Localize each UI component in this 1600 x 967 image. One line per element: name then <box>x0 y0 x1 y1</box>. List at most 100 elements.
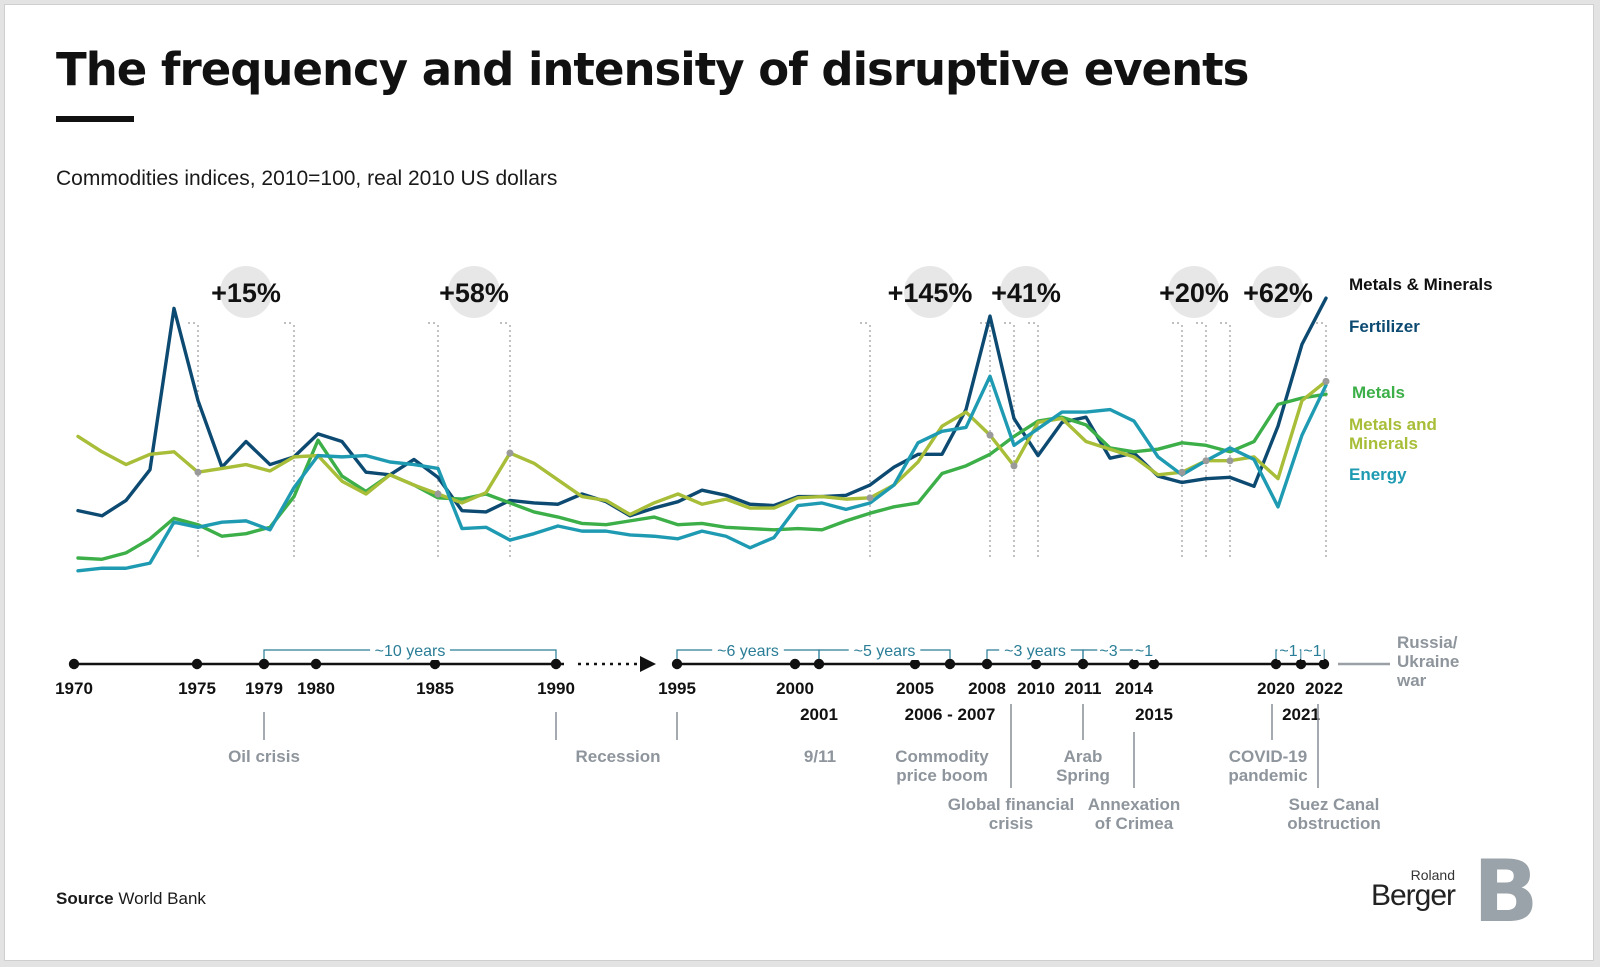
interval-label: ~1 <box>1303 643 1321 660</box>
timeline-dot <box>1318 658 1330 670</box>
interval-label: ~5 years <box>854 643 916 660</box>
guide-point <box>1322 377 1330 385</box>
timeline-year-label: 1975 <box>178 679 216 698</box>
timeline-dot <box>981 658 993 670</box>
series-line-metals <box>76 392 1328 561</box>
guide-point <box>194 468 202 476</box>
interval-label-bg <box>370 640 450 660</box>
increase-bubble <box>448 266 500 318</box>
legend-entry: Fertilizer <box>1349 317 1420 336</box>
timeline-year-label: 2001 <box>800 705 838 724</box>
timeline-year-label: 1970 <box>55 679 93 698</box>
interval-label: ~1 <box>1135 643 1153 660</box>
interval-label-bg <box>1277 640 1300 660</box>
event-label: pandemic <box>1228 766 1307 785</box>
timeline-dot <box>1148 658 1160 670</box>
guide-point <box>1010 462 1018 470</box>
timeline-dot <box>550 658 562 670</box>
timeline-year-label: 2010 <box>1017 679 1055 698</box>
event-label: Suez Canal <box>1289 795 1380 814</box>
increase-bubble <box>220 266 272 318</box>
event-label: Arab <box>1064 747 1103 766</box>
timeline-dot <box>1077 658 1089 670</box>
interval-label-bg <box>999 640 1071 660</box>
timeline-dot <box>789 658 801 670</box>
increase-label: +20% <box>1159 278 1229 308</box>
timeline-dot <box>1295 658 1307 670</box>
timeline-dot <box>813 658 825 670</box>
guide-point <box>1202 457 1210 465</box>
series-line-fertilizer <box>76 296 1328 518</box>
event-label: price boom <box>896 766 988 785</box>
timeline-year-label: 1979 <box>245 679 283 698</box>
legend-entry: Energy <box>1349 465 1407 484</box>
source-note: Source World Bank <box>56 889 206 909</box>
timeline-year-label: 1985 <box>416 679 454 698</box>
legend-entry: Metals & Minerals <box>1349 275 1493 294</box>
event-label: Recession <box>575 747 660 766</box>
timeline-dot <box>944 658 956 670</box>
event-label: 9/11 <box>804 747 836 766</box>
legend-entry: Metals <box>1352 383 1405 402</box>
increase-label: +15% <box>211 278 281 308</box>
interval-label-bg <box>712 640 784 660</box>
interval-label: ~3 <box>1099 643 1117 660</box>
timeline-year-label: 2000 <box>776 679 814 698</box>
increase-bubble <box>904 266 956 318</box>
increase-bubble <box>1168 266 1220 318</box>
timeline-year-label: 2022 <box>1305 679 1343 698</box>
guide-point <box>866 494 874 502</box>
increase-label: +41% <box>991 278 1061 308</box>
guide-point <box>506 449 514 457</box>
timeline-arrow <box>640 656 656 672</box>
event-label: obstruction <box>1287 814 1381 833</box>
timeline-year-label: 2021 <box>1282 705 1320 724</box>
guide-point <box>434 490 442 498</box>
guide-point <box>1178 468 1186 476</box>
timeline-year-label: 2011 <box>1065 679 1102 698</box>
legend-entry: Minerals <box>1349 434 1418 453</box>
interval-label: ~3 years <box>1004 643 1066 660</box>
event-label: Annexation <box>1088 795 1181 814</box>
increase-label: +58% <box>439 278 509 308</box>
guide-point <box>986 431 994 439</box>
event-label: Spring <box>1056 766 1110 785</box>
timeline-dot <box>909 658 921 670</box>
chart-title: The frequency and intensity of disruptiv… <box>56 43 1249 96</box>
timeline-year-label: 2006 - 2007 <box>905 705 996 724</box>
event-label: Global financial <box>948 795 1075 814</box>
legend-entry: Metals and <box>1349 415 1437 434</box>
increase-label: +145% <box>888 278 973 308</box>
timeline-year-label: 2015 <box>1135 705 1173 724</box>
event-label: Commodity <box>895 747 989 766</box>
chart-card: The frequency and intensity of disruptiv… <box>4 4 1594 961</box>
interval-label: ~10 years <box>375 643 446 660</box>
timeline-year-label: 2020 <box>1257 679 1295 698</box>
event-label: war <box>1396 671 1427 690</box>
interval-label: ~6 years <box>717 643 779 660</box>
interval-label-bg <box>1132 640 1156 660</box>
logo-berger-text: Berger <box>1370 879 1456 912</box>
timeline-dot <box>1270 658 1282 670</box>
event-label: Russia/ <box>1397 633 1458 652</box>
timeline-dot <box>191 658 203 670</box>
series-line-metals_and_minerals <box>76 379 1328 517</box>
timeline-dot <box>1128 658 1140 670</box>
source-value: World Bank <box>118 889 206 908</box>
logo-roland-text: Roland <box>1410 867 1455 883</box>
source-label: Source <box>56 889 114 908</box>
increase-label: +62% <box>1243 278 1313 308</box>
event-label: crisis <box>989 814 1033 833</box>
timeline-year-label: 1995 <box>658 679 696 698</box>
interval-label-bg <box>848 640 921 660</box>
event-label: Ukraine <box>1397 652 1459 671</box>
timeline-year-label: 2014 <box>1115 679 1153 698</box>
event-label: of Crimea <box>1095 814 1174 833</box>
chart-subtitle: Commodities indices, 2010=100, real 2010… <box>56 167 558 190</box>
timeline-dot <box>310 658 322 670</box>
interval-label-bg <box>1301 640 1324 660</box>
timeline-dot <box>671 658 683 670</box>
increase-bubble <box>1000 266 1052 318</box>
series-line-energy <box>76 374 1328 573</box>
